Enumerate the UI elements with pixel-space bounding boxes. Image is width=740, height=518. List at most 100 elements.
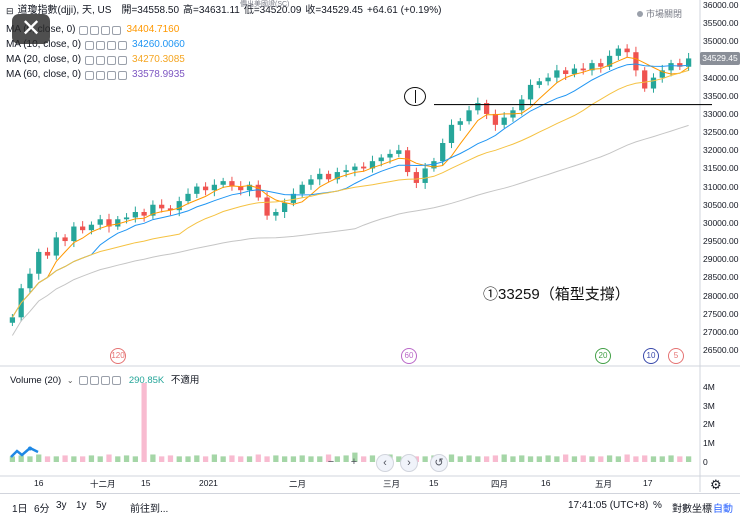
timeframe-5y[interactable]: 5y [96,500,107,511]
more-icon[interactable] [112,375,122,385]
timeframe-1d[interactable]: 1日 [12,504,28,515]
candle-body [527,84,534,100]
ma20-value: 34270.3085 [132,54,185,65]
log-scale-button[interactable]: 對數坐標 [672,504,712,515]
candle-body [62,237,68,242]
time-axis[interactable]: 16 十二月 15 2021 二月 三月 15 四月 16 五月 17 [0,478,700,490]
more-icon[interactable] [118,70,128,80]
collapse-icon[interactable]: ⊟ [6,6,14,16]
eye-icon[interactable] [79,375,89,385]
event-marker[interactable]: 60 [401,348,417,364]
scroll-right-button[interactable]: › [400,454,418,472]
chevron-down-icon[interactable]: ⌄ [66,376,74,385]
price-tick-label: 28500.00 [703,272,739,283]
settings-gear-icon[interactable]: ⚙ [710,477,722,492]
volume-tick-label: 2M [703,419,715,430]
more-icon[interactable] [118,55,128,65]
eye-icon[interactable] [85,70,95,80]
percent-scale-button[interactable]: % [653,500,662,511]
candle-body [483,103,490,114]
goto-date-button[interactable]: 前往到... [130,504,169,515]
timeframe-3y[interactable]: 3y [56,500,67,511]
candle-body [246,184,253,191]
candle-body [431,161,437,169]
tradingview-logo[interactable] [10,446,40,460]
close-icon[interactable] [101,25,111,35]
more-icon[interactable] [112,25,122,35]
close-value: =34529.45 [315,5,363,16]
volume-bar [369,455,376,462]
candle-body [659,70,665,78]
volume-bar [123,455,130,462]
eye-icon[interactable] [85,55,95,65]
event-marker[interactable]: 10 [643,348,659,364]
volume-bar [308,456,314,462]
price-tick-label: 26500.00 [703,345,739,355]
volume-bar [501,454,507,462]
candle-body [264,197,270,216]
symbol-title[interactable]: 道瓊指數(djji), 天, US [17,5,112,16]
volume-value: 290.85K [128,375,165,386]
event-marker[interactable]: 5 [668,348,684,364]
eye-icon[interactable] [79,25,89,35]
close-icon[interactable] [101,375,111,385]
auto-scale-button[interactable]: 自動 [713,504,733,515]
volume-bar [44,456,51,462]
time-tick-label: 四月 [491,479,509,489]
close-icon[interactable] [107,70,117,80]
more-icon[interactable] [118,40,128,50]
settings-icon[interactable] [96,55,106,65]
scroll-left-button[interactable]: ‹ [376,454,394,472]
volume-bar [115,456,121,462]
candle-body [536,81,542,85]
time-tick-label: 三月 [383,479,401,489]
close-overlay-button[interactable]: ✕ [12,14,50,44]
volume-bar [396,456,402,462]
volume-bar [202,456,209,462]
volume-bar [325,454,332,462]
volume-bar [334,456,340,462]
timeframe-6m[interactable]: 6分 [34,504,50,515]
event-marker[interactable]: 20 [595,348,611,364]
ma5-line [11,56,689,318]
candle-body [677,63,683,67]
volume-bar [62,455,68,462]
candle-body [308,179,314,185]
candle-body [589,63,595,71]
volume-label[interactable]: Volume (20) [10,375,62,386]
price-tick-label: 30000.00 [703,217,739,228]
low-value: =34520.09 [253,5,302,16]
price-tick-label: 29000.00 [703,254,739,265]
close-icon[interactable] [107,40,117,50]
volume-bar [492,455,499,462]
settings-icon[interactable] [96,70,106,80]
ma60-label[interactable]: MA (60, close, 0) [6,69,82,80]
volume-tick-label: 4M [703,381,715,392]
symbol-row: ⊟ 道瓊指數(djji), 天, US 開 =34558.50 高 =34631… [6,4,441,18]
volume-bar [80,456,86,462]
price-tick-label: 34000.00 [703,72,739,83]
volume-bar [527,456,534,462]
volume-bar [563,454,569,462]
ma20-label[interactable]: MA (20, close, 0) [6,54,82,65]
reset-chart-button[interactable]: ↺ [430,454,448,472]
source-hint: 價出美國證(SC) [240,1,290,8]
close-icon[interactable] [107,55,117,65]
candle-body [88,224,95,231]
settings-icon[interactable] [96,40,106,50]
volume-bar [229,455,235,462]
settings-icon[interactable] [90,25,100,35]
volume-bar [580,455,586,462]
volume-bar [238,456,244,462]
zoom-out-button[interactable]: − [327,456,335,468]
chart-header: ⊟ 道瓊指數(djji), 天, US 開 =34558.50 高 =34631… [0,0,700,86]
volume-bar [589,456,595,462]
eye-icon[interactable] [85,40,95,50]
ma10-label[interactable]: MA (10, close, 0) [6,39,82,50]
volume-bar [448,454,455,462]
event-marker[interactable]: 120 [110,348,126,364]
timeframe-1y[interactable]: 1y [76,500,87,511]
zoom-in-button[interactable]: + [350,456,358,468]
settings-icon[interactable] [90,375,100,385]
